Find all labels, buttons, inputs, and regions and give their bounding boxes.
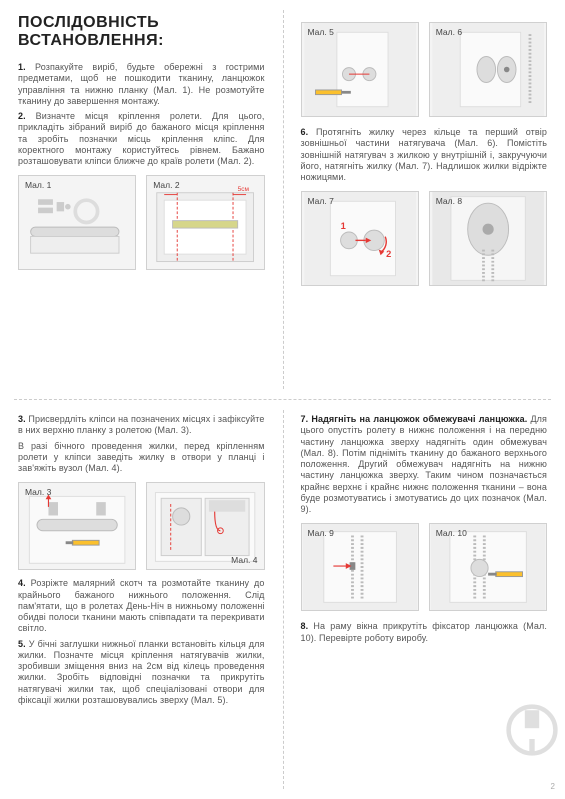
figure-1-label: Мал. 1 bbox=[25, 180, 51, 190]
top-left-column: ПОСЛІДОВНІСТЬ ВСТАНОВЛЕННЯ: 1. Розпакуйт… bbox=[0, 0, 283, 399]
figure-7: Мал. 7 1 2 bbox=[301, 191, 419, 286]
bottom-right-column: 7. Надягніть на ланцюжок обмежувачі ланц… bbox=[283, 400, 565, 799]
figure-9-label: Мал. 9 bbox=[308, 528, 334, 538]
figure-10: Мал. 10 bbox=[429, 523, 547, 611]
figure-1: Мал. 1 bbox=[18, 175, 136, 270]
page-number: 2 bbox=[551, 782, 555, 791]
svg-text:2: 2 bbox=[386, 249, 391, 259]
svg-text:5см: 5см bbox=[238, 186, 250, 193]
watermark-icon bbox=[505, 703, 559, 757]
step-3: 3. Присвердліть кліпси на позначених міс… bbox=[18, 414, 265, 437]
figure-8-label: Мал. 8 bbox=[436, 196, 462, 206]
fig-row-5-6: Мал. 5 Мал. 6 bbox=[301, 22, 548, 117]
figure-10-label: Мал. 10 bbox=[436, 528, 467, 538]
figure-9: Мал. 9 bbox=[301, 523, 419, 611]
fig-row-9-10: Мал. 9 Мал. 10 bbox=[301, 523, 548, 611]
figure-3: Мал. 3 bbox=[18, 482, 136, 570]
fig-row-7-8: Мал. 7 1 2 Мал. 8 bbox=[301, 191, 548, 286]
svg-text:1: 1 bbox=[340, 221, 345, 231]
figure-8: Мал. 8 bbox=[429, 191, 547, 286]
fig-row-1-2: Мал. 1 Мал. 2 bbox=[18, 175, 265, 270]
figure-5: Мал. 5 bbox=[301, 22, 419, 117]
bottom-left-column: 3. Присвердліть кліпси на позначених міс… bbox=[0, 400, 283, 799]
figure-4-label: Мал. 4 bbox=[231, 555, 257, 565]
figure-4: Мал. 4 bbox=[146, 482, 264, 570]
step-6: 6. Протягніть жилку через кільце та перш… bbox=[301, 127, 548, 183]
figure-3-label: Мал. 3 bbox=[25, 487, 51, 497]
step-8: 8. На раму вікна прикрутіть фіксатор лан… bbox=[301, 621, 548, 644]
figure-5-label: Мал. 5 bbox=[308, 27, 334, 37]
figure-2: Мал. 2 5см bbox=[146, 175, 264, 270]
step-5: 5. У бічні заглушки нижньої планки встан… bbox=[18, 639, 265, 707]
figure-6-label: Мал. 6 bbox=[436, 27, 462, 37]
fig-row-3-4: Мал. 3 Мал. 4 bbox=[18, 482, 265, 570]
step-2: 2. Визначте місця кріплення ролети. Для … bbox=[18, 111, 265, 167]
top-right-column: Мал. 5 Мал. 6 bbox=[283, 0, 565, 399]
page-title: ПОСЛІДОВНІСТЬ ВСТАНОВЛЕННЯ: bbox=[18, 14, 265, 50]
figure-6: Мал. 6 bbox=[429, 22, 547, 117]
figure-2-label: Мал. 2 bbox=[153, 180, 179, 190]
figure-7-label: Мал. 7 bbox=[308, 196, 334, 206]
step-4: 4. Розріжте малярний скотч та розмотайте… bbox=[18, 578, 265, 634]
step-1: 1. Розпакуйте виріб, будьте обережні з г… bbox=[18, 62, 265, 107]
step-7: 7. Надягніть на ланцюжок обмежувачі ланц… bbox=[301, 414, 548, 515]
step-3b: В разі бічного проведення жилки, перед к… bbox=[18, 441, 265, 475]
